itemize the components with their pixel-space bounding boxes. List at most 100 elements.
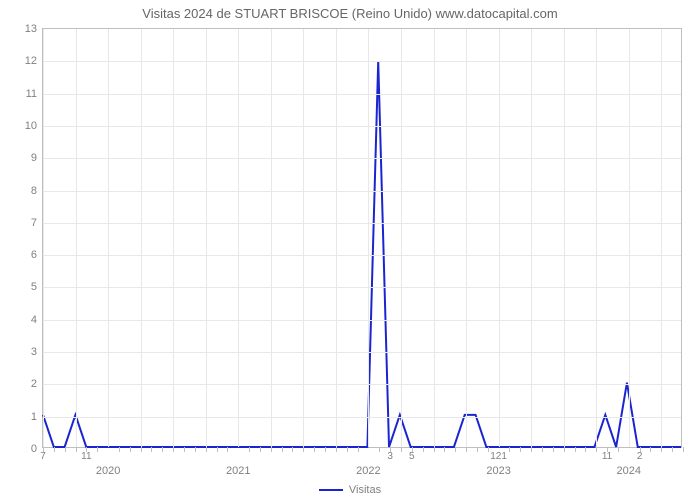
xtick-minor (455, 447, 456, 452)
gridline-h (43, 320, 681, 321)
xtick-minor (217, 447, 218, 452)
xtick-minor (249, 447, 250, 452)
gridline-v-minor (531, 29, 532, 447)
gridline-h (43, 191, 681, 192)
ytick-label: 1 (31, 411, 43, 423)
gridline-v-minor (499, 29, 500, 447)
xtick-label: 2020 (96, 447, 120, 477)
gridline-v-minor (629, 29, 630, 447)
xminor-label: 2 (637, 447, 643, 462)
gridline-v-minor (596, 29, 597, 447)
xtick-minor (358, 447, 359, 452)
xtick-minor (520, 447, 521, 452)
xtick-minor (650, 447, 651, 452)
xtick-minor (434, 447, 435, 452)
ytick-label: 10 (25, 120, 43, 132)
legend-swatch (319, 489, 343, 491)
gridline-v-minor (661, 29, 662, 447)
ytick-label: 8 (31, 185, 43, 197)
gridline-v-minor (108, 29, 109, 447)
gridline-v-minor (466, 29, 467, 447)
xtick-minor (488, 447, 489, 452)
gridline-v-minor (271, 29, 272, 447)
gridline-v-minor (206, 29, 207, 447)
xtick-minor (119, 447, 120, 452)
xtick-minor (184, 447, 185, 452)
xtick-minor (260, 447, 261, 452)
ytick-label: 11 (26, 88, 43, 100)
xtick-minor (195, 447, 196, 452)
xtick-minor (683, 447, 684, 452)
xtick-minor (76, 447, 77, 452)
series-line (43, 61, 681, 447)
xtick-minor (672, 447, 673, 452)
xtick-minor (141, 447, 142, 452)
xtick-minor (162, 447, 163, 452)
xtick-minor (336, 447, 337, 452)
xtick-minor (553, 447, 554, 452)
gridline-h (43, 417, 681, 418)
xtick-minor (303, 447, 304, 452)
xtick-minor (325, 447, 326, 452)
xminor-label: 121 (490, 447, 507, 462)
xtick-minor (564, 447, 565, 452)
gridline-h (43, 223, 681, 224)
visits-chart: Visitas 2024 de STUART BRISCOE (Reino Un… (0, 0, 700, 500)
xminor-label: 5 (409, 447, 415, 462)
xtick-minor (54, 447, 55, 452)
legend-label: Visitas (349, 484, 381, 496)
xtick-minor (509, 447, 510, 452)
xtick-minor (130, 447, 131, 452)
ytick-label: 7 (31, 217, 43, 229)
xtick-minor (271, 447, 272, 452)
xminor-label: 3 (387, 447, 393, 462)
xminor-label: 7 (40, 447, 46, 462)
gridline-v-minor (303, 29, 304, 447)
ytick-label: 4 (31, 314, 43, 326)
xtick-minor (575, 447, 576, 452)
xminor-label: 11 (602, 447, 612, 462)
ytick-label: 3 (31, 346, 43, 358)
gridline-h (43, 384, 681, 385)
xtick-minor (596, 447, 597, 452)
gridline-h (43, 287, 681, 288)
xtick-minor (531, 447, 532, 452)
xtick-minor (206, 447, 207, 452)
ytick-label: 9 (31, 152, 43, 164)
gridline-h (43, 158, 681, 159)
gridline-v-minor (368, 29, 369, 447)
xtick-minor (173, 447, 174, 452)
gridline-v-minor (76, 29, 77, 447)
xtick-minor (618, 447, 619, 452)
xtick-minor (379, 447, 380, 452)
gridline-v-minor (564, 29, 565, 447)
plot-area: 0123456789101112132020202120222023202471… (42, 28, 682, 448)
gridline-v-minor (434, 29, 435, 447)
gridline-v-minor (173, 29, 174, 447)
xminor-label: 11 (81, 447, 91, 462)
xtick-minor (65, 447, 66, 452)
xtick-minor (227, 447, 228, 452)
gridline-v-minor (336, 29, 337, 447)
chart-title: Visitas 2024 de STUART BRISCOE (Reino Un… (0, 6, 700, 21)
xtick-minor (661, 447, 662, 452)
xtick-minor (585, 447, 586, 452)
gridline-h (43, 94, 681, 95)
xtick-minor (542, 447, 543, 452)
gridline-v-minor (43, 29, 44, 447)
xtick-minor (423, 447, 424, 452)
gridline-h (43, 255, 681, 256)
gridline-h (43, 61, 681, 62)
ytick-label: 13 (25, 23, 43, 35)
legend: Visitas (0, 484, 700, 496)
xtick-minor (466, 447, 467, 452)
xtick-minor (97, 447, 98, 452)
ytick-label: 12 (25, 55, 43, 67)
ytick-label: 5 (31, 281, 43, 293)
gridline-v-minor (238, 29, 239, 447)
gridline-h (43, 352, 681, 353)
xtick-label: 2022 (356, 447, 380, 477)
xtick-minor (282, 447, 283, 452)
gridline-h (43, 126, 681, 127)
xtick-minor (477, 447, 478, 452)
